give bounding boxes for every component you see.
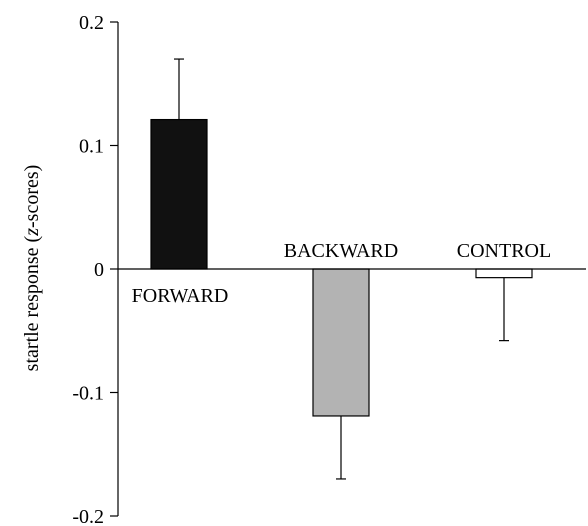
bar-backward bbox=[312, 268, 370, 417]
y-tick-label: 0.2 bbox=[79, 12, 104, 34]
category-label: CONTROL bbox=[457, 240, 551, 262]
y-tick-label: 0 bbox=[94, 259, 104, 281]
y-tick-label: 0.1 bbox=[79, 136, 104, 158]
bar-forward bbox=[150, 118, 208, 270]
category-label: BACKWARD bbox=[284, 240, 398, 262]
y-tick-label: -0.1 bbox=[72, 383, 104, 405]
y-tick-label: -0.2 bbox=[72, 506, 104, 526]
category-label: FORWARD bbox=[132, 285, 229, 307]
y-axis-title: startle response (z-scores) bbox=[21, 165, 43, 372]
bar-control bbox=[475, 268, 533, 279]
